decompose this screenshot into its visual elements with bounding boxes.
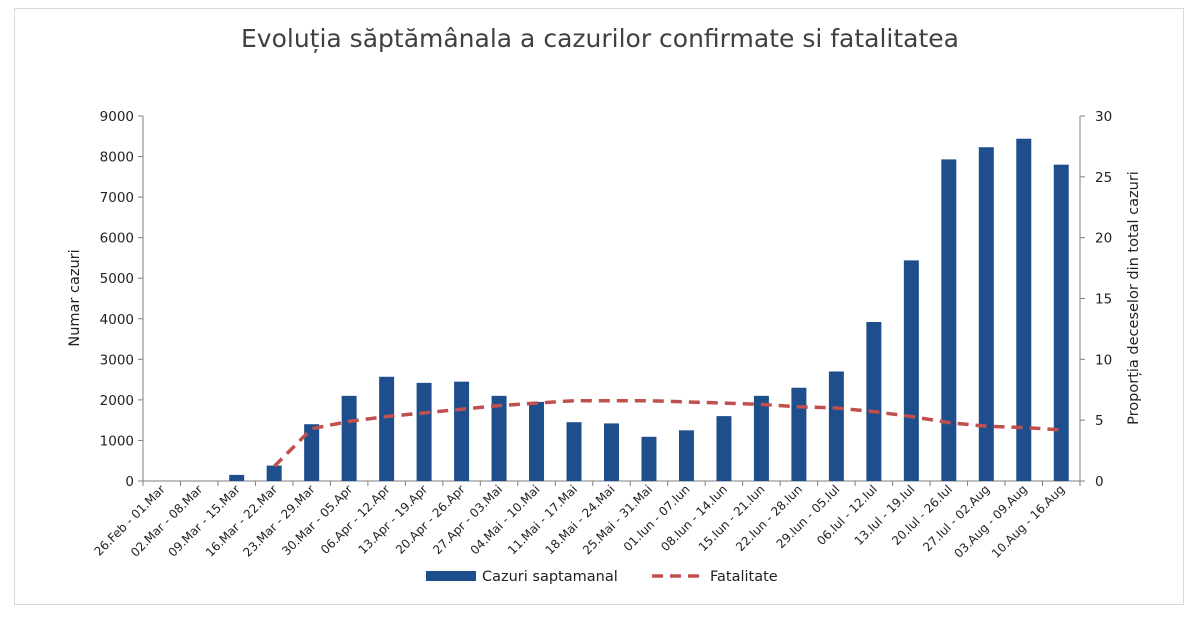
bar: [416, 382, 432, 481]
y2-tick-label: 25: [1095, 170, 1112, 186]
bar: [753, 395, 769, 481]
y-tick-label: 8000: [100, 150, 134, 166]
y-tick-label: 0: [125, 474, 134, 490]
bar: [828, 371, 844, 481]
bar: [903, 260, 919, 481]
chart-title: Evoluția săptămânala a cazurilor confirm…: [241, 24, 959, 53]
x-tick-label: 08.Iun - 14.Iun: [658, 482, 730, 554]
bar: [641, 436, 657, 481]
x-tick-label: 13.Apr - 19.Apr: [356, 482, 431, 557]
y-tick-label: 7000: [100, 190, 134, 206]
bar: [304, 424, 320, 481]
line-series: [272, 398, 1062, 468]
bar: [379, 376, 395, 481]
y2-tick-label: 20: [1095, 231, 1112, 247]
legend-swatch-bars: [426, 571, 476, 581]
bar: [604, 423, 619, 481]
y2-tick-label: 0: [1095, 474, 1104, 490]
x-tick-label: 01.Iun - 07.Iun: [621, 482, 693, 554]
bar: [454, 381, 470, 481]
legend: Cazuri saptamanal Fatalitate: [426, 569, 778, 585]
y2-tick-label: 10: [1095, 352, 1112, 368]
legend-label-line: Fatalitate: [710, 569, 778, 585]
y2-axis-label: Proporția deceselor din total cazuri: [1126, 171, 1142, 425]
bar: [866, 322, 882, 481]
x-tick-label: 06.Apr - 12.Apr: [318, 482, 393, 557]
y-tick-label: 6000: [100, 231, 134, 247]
y-tick-label: 5000: [100, 271, 134, 287]
bar: [491, 395, 507, 481]
x-tick-label: 20.Apr - 26.Apr: [393, 482, 468, 557]
x-tick-label: 15.Iun - 21.Iun: [696, 482, 768, 554]
y-tick-label: 3000: [100, 352, 134, 368]
bar: [529, 401, 545, 481]
bar: [791, 387, 807, 481]
legend-label-bars: Cazuri saptamanal: [482, 569, 618, 585]
x-tick-label: 27.Iul - 02.Aug: [920, 482, 992, 554]
x-tick-label: 22.Iun - 28.Iun: [733, 482, 805, 554]
bar: [229, 474, 245, 481]
y-axis: 0 1000 2000 3000 4000 5000 6000 7000 8000 9000: [100, 109, 144, 490]
y2-tick-label: 30: [1095, 109, 1112, 125]
bar: [1053, 164, 1069, 481]
bar: [941, 159, 957, 481]
bar-series: [229, 138, 1069, 481]
y-axis-label: Numar cazuri: [67, 249, 83, 346]
x-tick-label: 10.Aug - 16.Aug: [989, 482, 1067, 560]
bar: [716, 416, 732, 481]
y2-tick-label: 15: [1095, 292, 1112, 308]
y-tick-label: 1000: [100, 433, 134, 449]
bar: [978, 147, 994, 481]
y2-axis: 0 5 10 15 20 25 30: [1079, 109, 1112, 490]
fatality-line: [272, 398, 1062, 468]
y-tick-label: 4000: [100, 312, 134, 328]
bar: [266, 465, 282, 481]
bar: [566, 422, 582, 481]
bar: [1016, 138, 1032, 481]
bar: [678, 430, 694, 481]
y2-tick-label: 5: [1095, 413, 1104, 429]
bar: [341, 395, 357, 481]
y-tick-label: 2000: [100, 393, 134, 409]
y-tick-label: 9000: [100, 109, 134, 125]
